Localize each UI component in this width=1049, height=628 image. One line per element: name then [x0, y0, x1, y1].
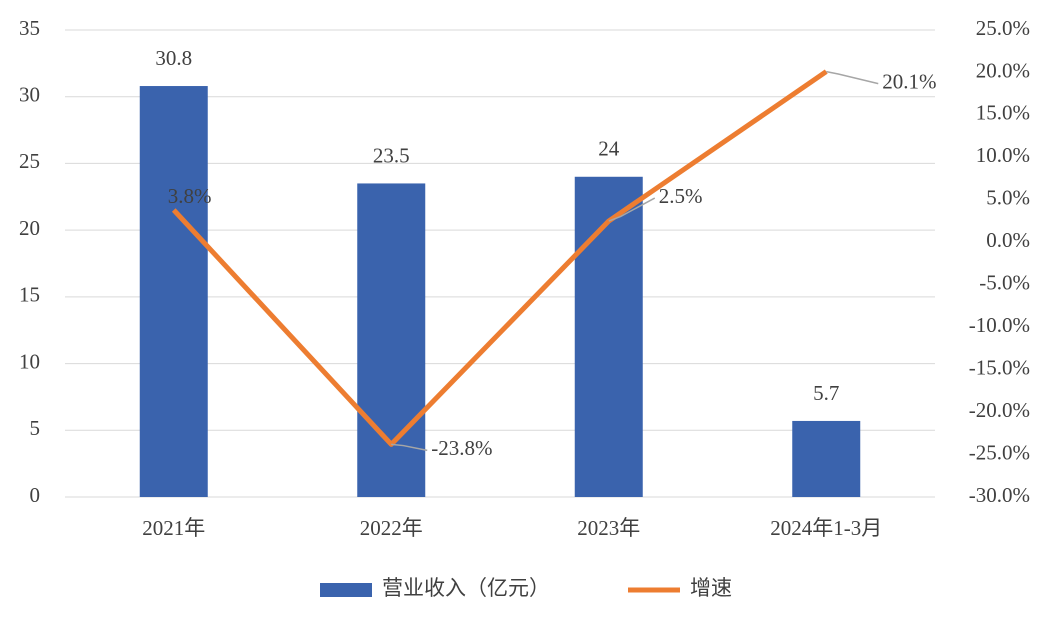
bar-label: 24 [598, 137, 620, 161]
line-label: 20.1% [882, 69, 936, 93]
x-tick-label: 2021年 [142, 516, 205, 540]
y-tick-label: 5 [30, 416, 41, 440]
y2-tick-label: -25.0% [969, 440, 1030, 464]
y2-tick-label: -30.0% [969, 483, 1030, 507]
line-label: 3.8% [168, 184, 212, 208]
bar-label: 23.5 [373, 143, 410, 167]
y2-tick-label: -15.0% [969, 355, 1030, 379]
bar-label: 5.7 [813, 381, 839, 405]
line-label: -23.8% [431, 436, 492, 460]
y2-tick-label: 10.0% [976, 143, 1030, 167]
leader-line [391, 443, 428, 452]
y2-tick-label: 5.0% [986, 186, 1030, 210]
y2-tick-label: 0.0% [986, 228, 1030, 252]
y2-tick-label: 25.0% [976, 16, 1030, 40]
y2-tick-label: 20.0% [976, 58, 1030, 82]
bar [139, 86, 208, 497]
x-tick-label: 2024年1-3月 [770, 516, 882, 540]
bar-label: 30.8 [155, 46, 192, 70]
y-tick-label: 20 [19, 216, 40, 240]
legend-label: 增速 [690, 576, 732, 600]
line-label: 2.5% [659, 184, 703, 208]
y2-tick-label: 15.0% [976, 101, 1030, 125]
y-tick-label: 30 [19, 83, 40, 107]
legend-swatch [320, 583, 372, 597]
y-tick-label: 15 [19, 283, 40, 307]
bar [792, 420, 861, 497]
y-tick-label: 10 [19, 349, 40, 373]
bar [574, 176, 643, 497]
legend-label: 营业收入（亿元） [382, 576, 550, 600]
leader-line [608, 197, 656, 222]
y2-tick-label: -5.0% [979, 271, 1030, 295]
y-tick-label: 35 [19, 16, 40, 40]
y-tick-label: 0 [30, 483, 41, 507]
y2-tick-label: -20.0% [969, 398, 1030, 422]
y-tick-label: 25 [19, 149, 40, 173]
x-tick-label: 2022年 [360, 516, 423, 540]
y2-tick-label: -10.0% [969, 313, 1030, 337]
line [171, 69, 828, 447]
leader-line [826, 70, 879, 85]
x-tick-label: 2023年 [577, 516, 640, 540]
bar [357, 183, 426, 497]
